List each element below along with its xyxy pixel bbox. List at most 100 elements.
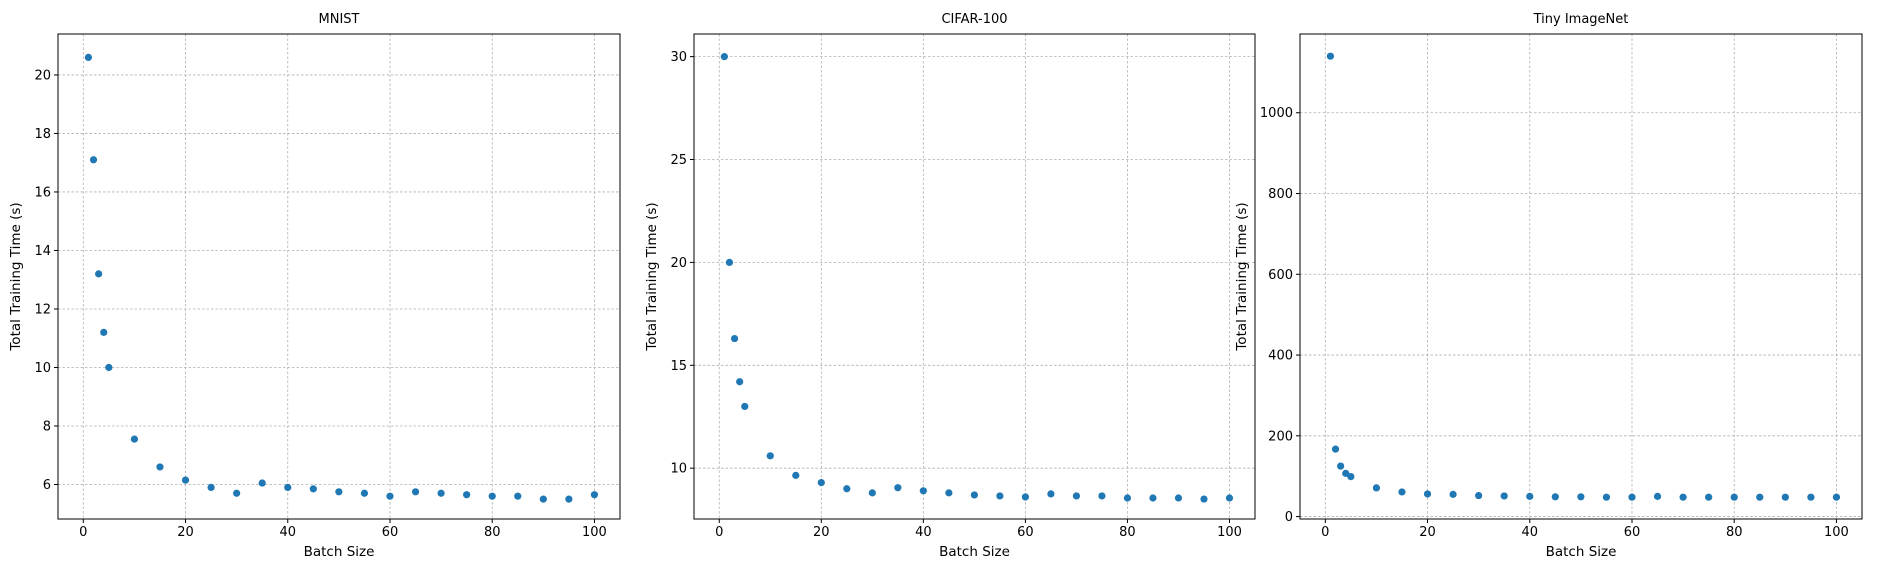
data-point xyxy=(945,489,953,497)
y-tick-label: 6 xyxy=(43,478,51,493)
x-tick-label: 60 xyxy=(1624,525,1641,540)
data-point xyxy=(207,483,215,492)
y-tick-label: 10 xyxy=(34,361,51,376)
data-point xyxy=(1342,469,1350,477)
data-point xyxy=(1756,493,1764,501)
data-point xyxy=(1475,491,1483,500)
data-point xyxy=(309,485,317,493)
data-point xyxy=(258,479,266,487)
data-point xyxy=(1423,490,1432,498)
y-tick-label: 16 xyxy=(34,185,51,200)
data-point xyxy=(766,452,774,460)
x-tick-label: 80 xyxy=(1119,525,1136,540)
chart-title: Tiny ImageNet xyxy=(1533,12,1629,27)
data-point xyxy=(284,483,292,492)
data-point xyxy=(1372,484,1381,492)
data-point xyxy=(1337,462,1345,470)
data-point xyxy=(1174,494,1183,502)
x-tick-label: 40 xyxy=(1521,525,1538,540)
data-point xyxy=(1500,492,1508,500)
x-axis-label: Batch Size xyxy=(1546,544,1617,560)
x-axis-label: Batch Size xyxy=(939,544,1010,560)
data-point xyxy=(233,489,241,497)
y-tick-label: 12 xyxy=(34,302,51,317)
y-tick-label: 18 xyxy=(34,127,51,142)
data-point xyxy=(1526,492,1534,500)
data-point xyxy=(437,489,445,497)
data-point xyxy=(1047,490,1055,498)
y-tick-label: 10 xyxy=(670,462,687,477)
y-tick-label: 20 xyxy=(670,256,687,271)
data-point xyxy=(730,334,739,343)
data-point xyxy=(1072,492,1081,500)
axes-frame xyxy=(57,33,621,520)
x-tick-label: 100 xyxy=(1824,525,1849,540)
data-point xyxy=(1347,472,1355,481)
data-point xyxy=(1602,493,1611,501)
data-point xyxy=(411,488,420,496)
data-point xyxy=(996,492,1004,500)
x-tick-label: 0 xyxy=(79,525,87,540)
data-point xyxy=(1200,495,1208,503)
y-tick-label: 15 xyxy=(670,359,687,374)
x-tick-label: 60 xyxy=(382,525,399,540)
data-point xyxy=(1781,493,1789,501)
data-point xyxy=(725,258,734,267)
chart-panel-1: 0 20 40 60 80 100 10 15 20 25 30 CIFAR-100 Batch Siz… xyxy=(644,12,1256,560)
y-tick-label: 8 xyxy=(43,419,51,434)
y-tick-label: 20 xyxy=(34,68,51,83)
data-point xyxy=(590,491,599,499)
x-tick-label: 0 xyxy=(1321,525,1329,540)
y-tick-label: 400 xyxy=(1268,349,1293,364)
x-tick-label: 0 xyxy=(715,525,723,540)
y-tick-label: 30 xyxy=(670,50,687,65)
x-tick-label: 40 xyxy=(915,525,932,540)
data-point xyxy=(84,53,93,62)
data-point xyxy=(1149,494,1157,502)
x-tick-label: 100 xyxy=(1217,525,1242,540)
data-point xyxy=(89,156,98,164)
data-point xyxy=(919,487,927,495)
data-point xyxy=(817,478,825,487)
y-axis-label: Total Training Time (s) xyxy=(1234,202,1250,351)
data-point xyxy=(156,463,164,471)
x-tick-label: 80 xyxy=(1726,525,1743,540)
data-point xyxy=(843,485,851,493)
y-tick-label: 600 xyxy=(1268,268,1293,283)
x-axis-label: Batch Size xyxy=(304,544,375,560)
y-axis-label: Total Training Time (s) xyxy=(8,202,24,351)
data-point xyxy=(514,492,522,500)
data-point xyxy=(95,270,103,278)
data-point xyxy=(1098,492,1106,500)
data-point xyxy=(1449,490,1457,498)
y-tick-label: 800 xyxy=(1268,187,1293,202)
y-tick-label: 14 xyxy=(34,244,51,259)
data-point xyxy=(792,471,800,479)
x-tick-label: 20 xyxy=(813,525,830,540)
chart-panel-0: 0 20 40 60 80 100 6 8 10 12 14 16 18 20 MNIST Batch Siz… xyxy=(8,12,621,560)
x-tick-label: 100 xyxy=(582,525,607,540)
data-point xyxy=(463,491,471,499)
data-point xyxy=(1225,494,1234,502)
data-point xyxy=(720,53,728,61)
y-axis-label: Total Training Time (s) xyxy=(644,202,660,351)
data-point xyxy=(1021,493,1029,501)
x-tick-label: 20 xyxy=(177,525,194,540)
x-tick-label: 60 xyxy=(1017,525,1034,540)
data-point xyxy=(488,492,496,500)
data-point xyxy=(1705,493,1713,501)
data-point xyxy=(181,476,190,484)
data-point xyxy=(868,489,876,497)
y-tick-label: 1000 xyxy=(1260,106,1293,121)
data-point xyxy=(100,328,108,336)
data-point xyxy=(970,491,978,499)
chart-title: CIFAR-100 xyxy=(941,12,1007,27)
data-point xyxy=(1398,488,1406,496)
data-point xyxy=(741,402,749,411)
x-tick-label: 20 xyxy=(1419,525,1436,540)
data-point xyxy=(386,492,394,500)
data-point xyxy=(1123,494,1132,502)
